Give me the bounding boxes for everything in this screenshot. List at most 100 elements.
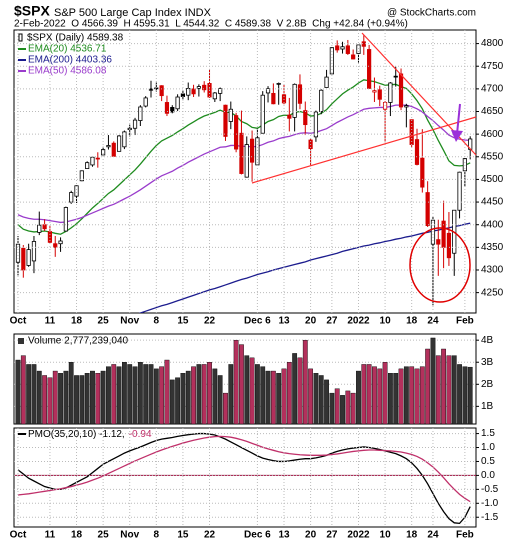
volume-bar	[201, 364, 207, 425]
volume-bar	[334, 388, 340, 425]
volume-bar	[233, 339, 239, 425]
series-line	[17, 79, 471, 235]
volume-bar	[95, 373, 101, 425]
volume-bar	[196, 364, 202, 425]
arrow-shaft	[456, 103, 461, 135]
x-tick-label: 20	[305, 316, 317, 327]
candle-body	[335, 45, 340, 51]
candle-body	[367, 49, 372, 89]
source: @ StockCharts.com	[387, 8, 476, 19]
legend-label: EMA(200) 4403.36	[28, 55, 112, 66]
volume-bar	[47, 377, 53, 425]
volume-bar	[79, 375, 85, 425]
candle-body	[95, 157, 100, 160]
volume-bar	[366, 364, 372, 425]
y-tick-label: 4550	[481, 151, 504, 162]
volume-bar	[457, 364, 462, 425]
volume-bar	[281, 368, 287, 425]
x-tick-label: 11	[45, 316, 56, 327]
volume-bar	[52, 370, 58, 425]
x-tick-label: 10	[380, 316, 392, 327]
volume-bar	[15, 359, 21, 425]
candle-body	[313, 111, 319, 138]
volume-bar	[58, 373, 63, 425]
x-tick-label: 8	[154, 316, 160, 327]
volume-bar	[260, 366, 266, 425]
volume-bar	[350, 392, 356, 425]
volume-bar	[462, 366, 468, 425]
volume-bar	[223, 392, 228, 425]
volume-bar	[254, 364, 260, 425]
arrow-head	[451, 130, 463, 142]
x-tick-label: Oct	[10, 316, 27, 327]
volume-bar	[217, 375, 223, 425]
candle-body	[58, 240, 63, 245]
candle-body	[356, 44, 361, 54]
candle-body	[111, 142, 116, 157]
x-tick-label: 20	[305, 530, 317, 541]
volume-bar	[63, 370, 69, 425]
volume-bar	[425, 348, 431, 425]
volume-bar	[68, 362, 74, 425]
volume-bar	[153, 368, 159, 425]
volume-bar	[324, 379, 329, 425]
symbol: $SPX	[14, 3, 50, 19]
candle-body	[446, 232, 452, 259]
volume-bar	[239, 344, 244, 425]
candle-body	[132, 119, 138, 129]
highlight-circle	[409, 227, 471, 303]
x-tick-label: 2022	[347, 530, 370, 541]
volume-bar	[430, 337, 436, 425]
plot-area	[15, 34, 473, 313]
candle-body	[292, 83, 297, 118]
volume-bar	[419, 366, 425, 425]
candle-body	[345, 45, 350, 54]
volume-bar	[446, 355, 452, 425]
x-tick-label: 27	[326, 530, 338, 541]
candle-body	[244, 144, 249, 178]
candle-body	[372, 90, 377, 93]
candle-body	[398, 73, 404, 108]
volume-bar	[84, 373, 90, 425]
y-tick-label: 1.5	[481, 428, 495, 439]
y-tick-label: 4B	[481, 335, 494, 346]
candle-body	[106, 145, 111, 148]
volume-bar	[451, 355, 457, 425]
x-tick-label: 25	[98, 530, 110, 541]
volume-bar	[382, 362, 388, 425]
x-tick-label: Feb	[456, 530, 474, 541]
candle-body	[271, 92, 276, 105]
pmo-panel	[13, 427, 477, 528]
volume-bar	[377, 368, 383, 425]
candle-body	[116, 135, 122, 152]
candle-body	[260, 94, 265, 134]
candle-body	[53, 243, 58, 248]
x-tick-label: 18	[71, 316, 83, 327]
volume-bar	[212, 368, 218, 425]
candle-body	[26, 249, 31, 266]
candle-body	[69, 192, 74, 203]
x-tick-label: 15	[177, 530, 189, 541]
volume-bar	[106, 366, 111, 425]
volume-bar	[185, 370, 191, 425]
volume-bar	[308, 368, 313, 425]
volume-bar	[207, 362, 212, 425]
volume-title: Volume 2,777,239,040	[28, 336, 129, 347]
legend-label: EMA(20) 4536.71	[28, 44, 107, 55]
legend-label: $SPX (Daily) 4589.38	[27, 33, 124, 44]
volume-bar	[356, 370, 361, 425]
volume-bar	[148, 364, 154, 425]
candle-body	[425, 192, 430, 227]
candle-body	[196, 86, 201, 89]
candle-body	[228, 108, 233, 122]
candle-body	[74, 185, 79, 197]
volume-bar	[286, 362, 292, 425]
x-tick-label: 8	[154, 530, 160, 541]
candle-body	[281, 94, 287, 104]
candle-body	[276, 83, 281, 85]
volume-bar	[292, 353, 298, 425]
series-line	[17, 435, 471, 503]
x-tick-label: 2022	[347, 316, 370, 327]
quote: 2-Feb-2022 O 4566.39 H 4595.31 L 4544.32…	[14, 19, 408, 30]
